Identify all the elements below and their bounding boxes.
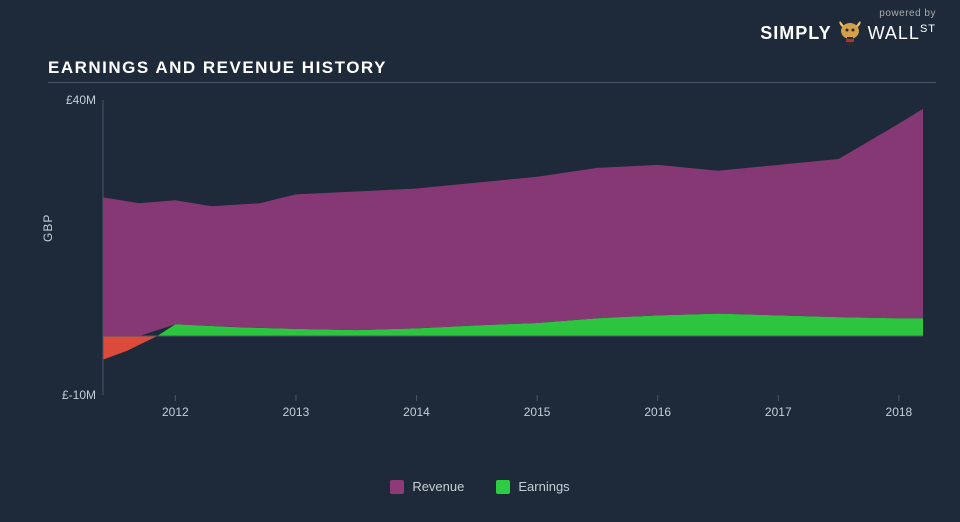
- legend-item-earnings: Earnings: [496, 479, 569, 494]
- x-tick-label: 2018: [886, 405, 913, 419]
- legend-swatch: [496, 480, 510, 494]
- x-tick-label: 2017: [765, 405, 792, 419]
- x-tick-label: 2014: [403, 405, 430, 419]
- legend-swatch: [390, 480, 404, 494]
- legend-label: Revenue: [412, 479, 464, 494]
- y-axis-label: GBP: [41, 214, 55, 242]
- chart-title: EARNINGS AND REVENUE HISTORY: [48, 58, 387, 78]
- x-tick-label: 2013: [283, 405, 310, 419]
- x-tick-label: 2015: [524, 405, 551, 419]
- x-tick-label: 2012: [162, 405, 189, 419]
- brand-name: SIMPLY WALLST: [760, 19, 936, 47]
- brand-logo: powered by SIMPLY WALLST: [760, 8, 936, 47]
- legend-item-revenue: Revenue: [390, 479, 464, 494]
- title-divider: [48, 82, 936, 83]
- area-chart: [78, 95, 928, 425]
- legend-label: Earnings: [518, 479, 569, 494]
- legend: Revenue Earnings: [0, 479, 960, 494]
- powered-by-text: powered by: [760, 8, 936, 19]
- y-tick-label: £40M: [36, 93, 96, 107]
- x-tick-label: 2016: [644, 405, 671, 419]
- bull-icon: [836, 19, 864, 47]
- y-tick-label: £-10M: [36, 388, 96, 402]
